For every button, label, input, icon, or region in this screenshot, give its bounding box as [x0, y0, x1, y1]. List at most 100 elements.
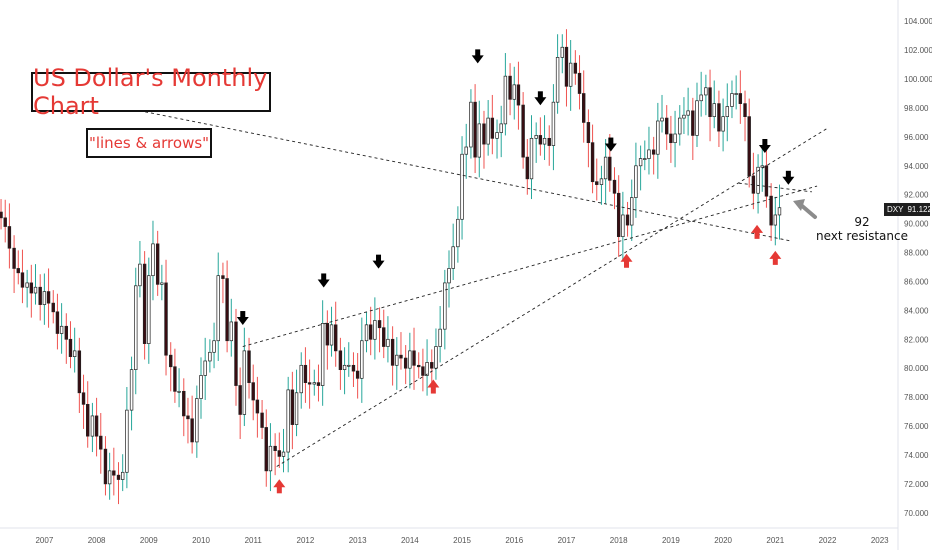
candle-body [116, 474, 121, 480]
arrow-head [769, 250, 782, 259]
x-axis: 2007 2008 2009 2010 2011 2012 2013 2014 2015 2016… [35, 536, 889, 545]
candle-body [225, 278, 229, 342]
x-tick-label: 2010 [192, 536, 210, 545]
candle-body [325, 323, 330, 346]
arrow-head [620, 253, 633, 262]
x-tick-label: 2022 [819, 536, 837, 545]
arrow-shaft [276, 486, 282, 494]
candle-body [334, 324, 338, 352]
candle-body [586, 122, 591, 144]
candle-body [525, 156, 530, 180]
arrow-head [236, 317, 249, 326]
candle-body [368, 324, 373, 340]
candle-body [403, 357, 408, 369]
up-arrow [751, 224, 764, 239]
candle-body [399, 354, 403, 359]
trendline [39, 90, 792, 242]
arrow-shaft [754, 231, 760, 239]
candle-body [738, 93, 743, 104]
candle-body [451, 246, 455, 269]
candle-body [756, 166, 760, 194]
candle-body [534, 135, 538, 139]
last-price-badge: DXY 91.122 [884, 203, 932, 216]
candle-body [255, 399, 260, 414]
candle-body [473, 101, 477, 158]
candle-body [547, 137, 551, 146]
candle-body [373, 320, 377, 340]
candle-body [147, 275, 151, 344]
x-tick-label: 2017 [558, 536, 576, 545]
candle-body [377, 320, 382, 329]
y-tick-label: 76.000 [904, 422, 929, 431]
y-tick-label: 92.000 [904, 191, 929, 200]
y-tick-label: 70.000 [904, 509, 929, 518]
candle-body [495, 132, 499, 139]
candle-body [521, 104, 525, 158]
candle-body [464, 146, 468, 155]
candle-body [769, 195, 773, 226]
arrow-shaft [240, 311, 246, 319]
candle-body [595, 181, 599, 185]
candle-body [268, 445, 273, 472]
chart-subtitle-box: "lines & arrows" [86, 128, 212, 158]
trendline [738, 182, 812, 193]
chart-subtitle: "lines & arrows" [88, 134, 210, 152]
arrow-head [427, 379, 440, 388]
candle-body [777, 207, 782, 216]
candle-body [704, 87, 708, 96]
candle-body [155, 243, 160, 285]
x-tick-label: 2012 [297, 536, 315, 545]
arrow-shaft [537, 91, 543, 99]
candle-body [134, 285, 138, 370]
candle-body [699, 94, 703, 102]
candle-body [29, 282, 34, 294]
candle-body [94, 415, 99, 437]
candle-body [564, 46, 569, 87]
y-tick-label: 80.000 [904, 364, 929, 373]
candle-body [360, 340, 364, 379]
down-arrow [317, 273, 330, 288]
candle-body [55, 311, 60, 334]
arrow-shaft [376, 254, 382, 262]
candle-body [390, 338, 395, 366]
candle-body [203, 360, 207, 376]
candle-body [273, 445, 277, 451]
down-arrow [236, 311, 249, 326]
candle-body [51, 302, 55, 313]
candle-body [25, 282, 29, 288]
candle-body [182, 390, 186, 417]
candle-body [669, 133, 673, 144]
candle-body [717, 103, 721, 132]
resistance-label: next resistance [816, 229, 908, 243]
candle-body [743, 103, 747, 117]
candle-body [355, 370, 360, 379]
candle-body [691, 110, 695, 136]
candle-body [0, 211, 3, 219]
candle-body [577, 72, 582, 94]
candle-body [99, 435, 103, 450]
candle-body [621, 214, 625, 237]
down-arrow [471, 49, 484, 64]
candle-body [421, 366, 425, 376]
candle-body [382, 327, 386, 347]
trendline [242, 185, 818, 347]
candle-body [20, 272, 25, 288]
candle-body [634, 165, 638, 198]
symbol-label: DXY [887, 205, 904, 214]
down-arrow [758, 139, 771, 154]
candle-body [599, 178, 604, 185]
candle-body [682, 114, 686, 119]
arrow-head [751, 224, 764, 233]
candle-body [734, 93, 738, 95]
candle-body [651, 149, 656, 155]
candle-body [460, 153, 464, 220]
candle-body [77, 350, 82, 394]
up-arrow [620, 253, 633, 268]
resistance-value: 92 [854, 215, 870, 229]
candle-body [608, 156, 612, 181]
candle-body [542, 137, 547, 145]
candle-body [107, 470, 112, 485]
candle-body [247, 350, 251, 384]
y-tick-label: 102.000 [904, 46, 932, 55]
candle-body [86, 403, 90, 437]
